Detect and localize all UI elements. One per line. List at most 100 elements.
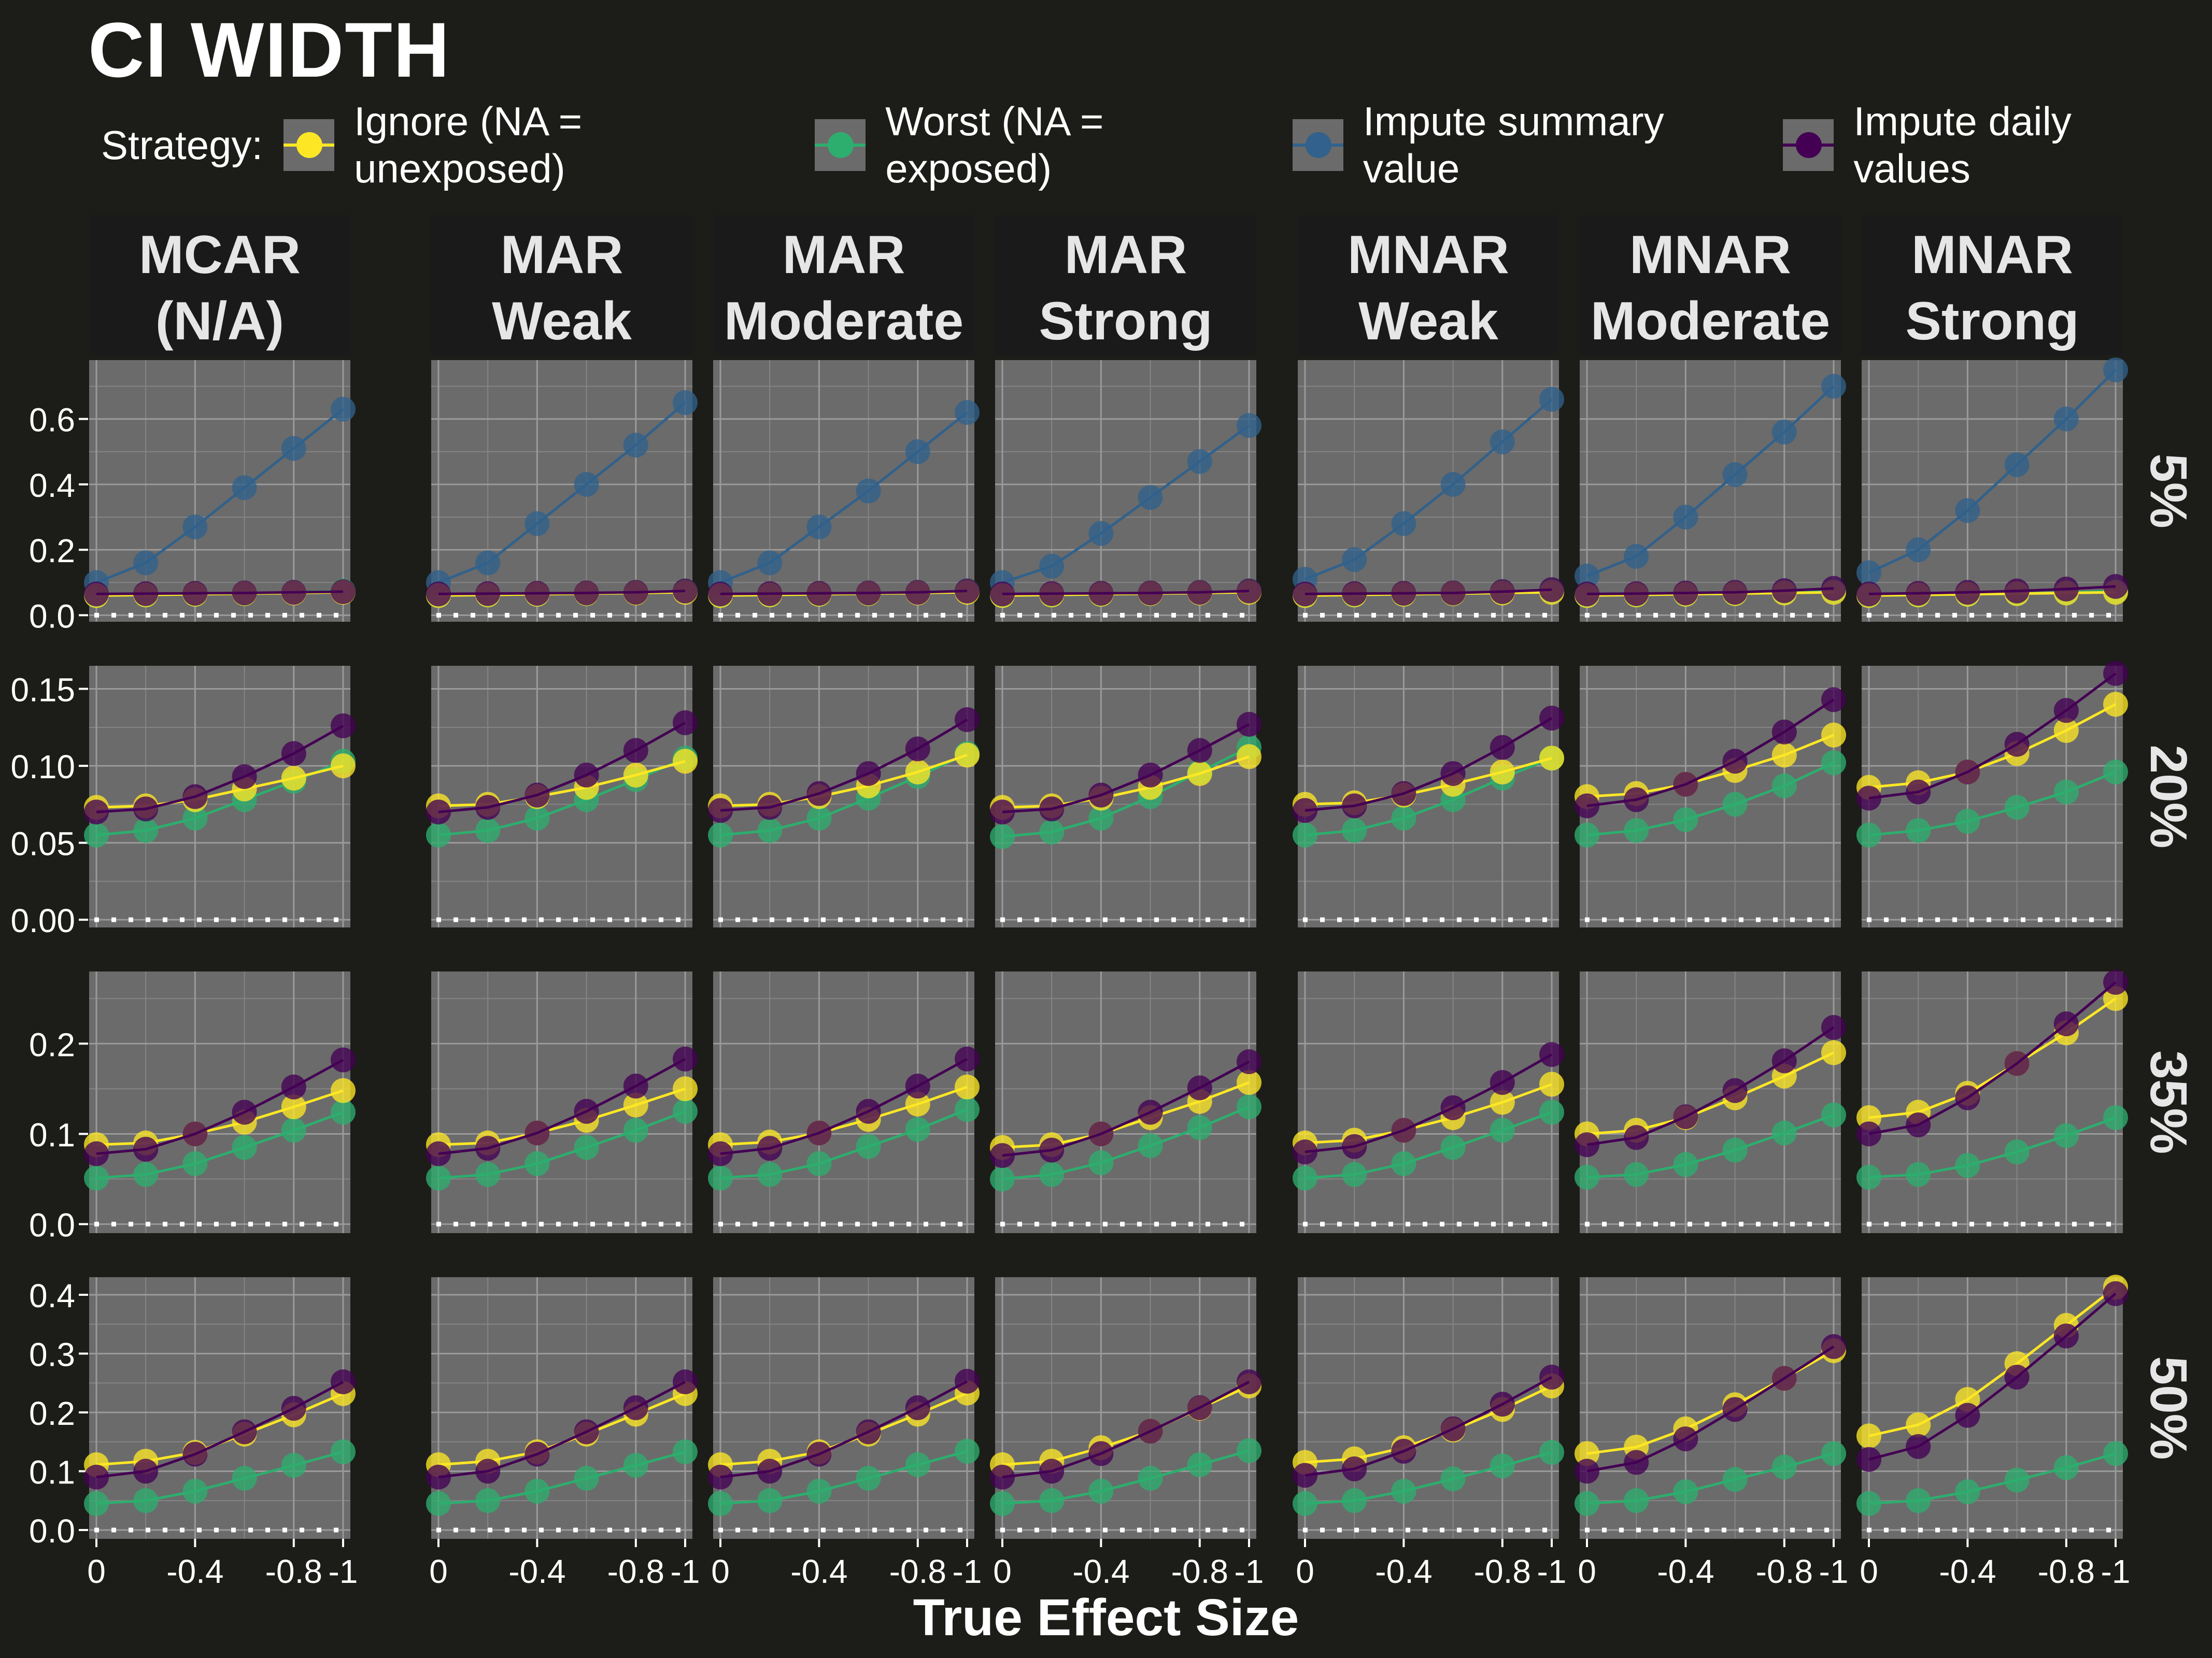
panel-background <box>1298 971 1559 1233</box>
data-point <box>133 1137 159 1162</box>
data-point <box>1342 793 1367 819</box>
data-point <box>524 511 550 536</box>
data-point <box>1955 1403 1980 1428</box>
data-point <box>232 1466 257 1491</box>
data-point <box>2053 576 2079 602</box>
data-point <box>2053 1123 2079 1148</box>
data-point <box>1771 419 1797 445</box>
data-point <box>1490 579 1515 604</box>
data-point <box>990 1491 1015 1516</box>
data-point <box>1771 742 1797 768</box>
data-point <box>281 1453 306 1478</box>
data-point <box>1342 581 1367 606</box>
strip-label-line1: MAR <box>1065 225 1187 285</box>
data-point <box>84 1491 109 1516</box>
data-point <box>1490 429 1515 454</box>
data-point <box>1138 1133 1163 1159</box>
strip-label-line2: Weak <box>492 291 632 351</box>
panel-r2-c0 <box>84 971 356 1233</box>
data-point <box>1722 1397 1748 1422</box>
data-point <box>1342 1134 1367 1159</box>
data-point <box>524 581 550 606</box>
data-point <box>1391 781 1416 806</box>
x-tick-label: -1 <box>1819 1553 1849 1590</box>
strip-label-line2: (N/A) <box>155 291 284 351</box>
y-tick-label: 0.10 <box>10 748 75 785</box>
data-point <box>1237 1094 1261 1120</box>
data-point <box>1771 773 1797 798</box>
strip-background <box>89 215 350 355</box>
data-point <box>1856 1491 1881 1516</box>
data-point <box>1673 1479 1698 1505</box>
strip-background <box>1580 215 1841 355</box>
data-point <box>1821 722 1846 748</box>
data-point <box>1539 577 1564 603</box>
data-point <box>757 1459 783 1484</box>
data-point <box>673 1046 698 1071</box>
data-point <box>1673 771 1698 797</box>
data-point <box>757 1162 783 1187</box>
data-point <box>1237 744 1261 769</box>
data-point <box>1771 1048 1797 1074</box>
data-point <box>1039 1137 1065 1163</box>
data-point <box>757 1488 783 1513</box>
data-point <box>1088 1121 1114 1147</box>
data-point <box>1490 1453 1515 1479</box>
data-point <box>1391 806 1416 831</box>
data-point <box>524 782 550 808</box>
panel-r3-c5 <box>1575 1277 1846 1539</box>
data-point <box>2004 1364 2030 1390</box>
data-point <box>1391 1438 1416 1464</box>
panel-r3-c3 <box>990 1277 1261 1539</box>
data-point <box>232 764 257 789</box>
data-point <box>1906 1488 1931 1513</box>
data-point <box>331 753 356 779</box>
data-point <box>708 822 733 848</box>
data-point <box>1856 1165 1881 1190</box>
data-point <box>1088 581 1114 606</box>
data-point <box>1821 576 1846 601</box>
data-point <box>1722 580 1748 605</box>
data-point <box>2103 759 2128 784</box>
data-point <box>1187 761 1212 786</box>
data-point <box>182 581 208 606</box>
data-point <box>1539 746 1564 771</box>
data-point <box>1440 580 1466 606</box>
data-point <box>990 1464 1015 1490</box>
data-point <box>806 1120 832 1146</box>
data-point <box>182 514 208 539</box>
panel-r3-c2 <box>708 1277 980 1539</box>
data-point <box>133 818 159 843</box>
data-point <box>856 1134 881 1159</box>
data-point <box>574 1098 599 1124</box>
data-point <box>426 799 451 825</box>
x-tick-label: -1 <box>2101 1553 2131 1590</box>
data-point <box>133 581 159 606</box>
data-point <box>574 580 599 606</box>
data-point <box>182 1479 208 1504</box>
y-tick-label: 0.6 <box>29 402 75 439</box>
panel-r1-c2 <box>708 666 980 927</box>
y-tick-label: 0.15 <box>10 671 75 709</box>
data-point <box>1490 1118 1515 1143</box>
strip-label-line1: MCAR <box>139 225 301 285</box>
data-point <box>1237 1369 1261 1394</box>
data-point <box>133 1162 159 1187</box>
data-point <box>1673 807 1698 833</box>
data-point <box>955 1046 980 1071</box>
data-point <box>1624 544 1649 569</box>
data-point <box>1955 1085 1980 1110</box>
data-point <box>757 818 783 843</box>
data-point <box>281 765 306 791</box>
legend-label-impute-summary: Impute summary value <box>1363 98 1664 191</box>
data-point <box>182 1121 208 1147</box>
x-tick-label: 0 <box>87 1553 106 1590</box>
panel-r2-c3 <box>990 971 1261 1233</box>
data-point <box>623 762 648 788</box>
data-point <box>623 1092 648 1118</box>
legend-label-impute-daily: Impute daily values <box>1853 98 2072 191</box>
strip-label-line2: Strong <box>1905 291 2079 351</box>
